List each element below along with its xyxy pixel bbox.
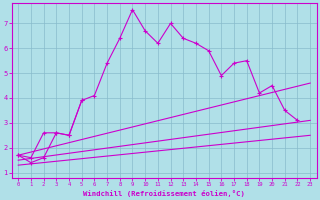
X-axis label: Windchill (Refroidissement éolien,°C): Windchill (Refroidissement éolien,°C) bbox=[83, 190, 245, 197]
